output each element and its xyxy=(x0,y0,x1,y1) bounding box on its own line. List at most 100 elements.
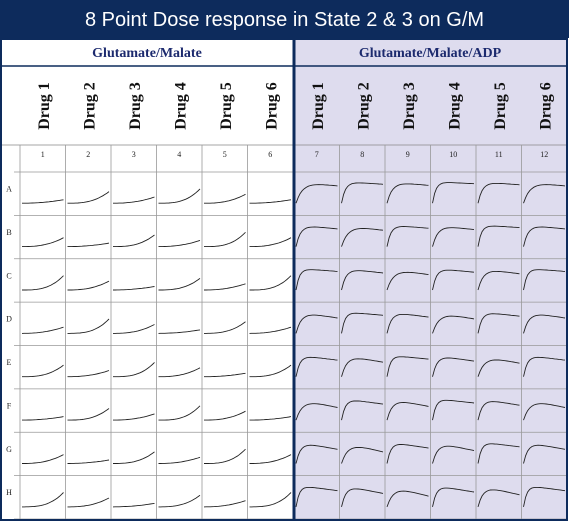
column-number: 10 xyxy=(449,150,457,159)
trace xyxy=(432,399,475,421)
trace xyxy=(113,196,155,204)
drug-label: Drug 6 xyxy=(263,82,280,130)
section-label: Glutamate/Malate/ADP xyxy=(359,46,502,61)
section-label: Glutamate/Malate xyxy=(92,46,202,61)
trace xyxy=(113,234,155,248)
trace xyxy=(22,199,64,204)
trace xyxy=(22,416,64,421)
trace xyxy=(386,490,429,508)
trace xyxy=(523,314,566,334)
trace xyxy=(249,199,292,204)
column-number: 1 xyxy=(41,150,45,159)
trace xyxy=(386,313,429,334)
column-number: 2 xyxy=(86,150,90,159)
drug-label: Drug 5 xyxy=(218,82,235,130)
trace xyxy=(22,275,64,291)
trace xyxy=(341,358,384,377)
trace xyxy=(341,400,384,421)
column-number: 9 xyxy=(406,150,410,159)
trace xyxy=(158,239,201,248)
trace xyxy=(112,502,155,508)
trace xyxy=(477,443,520,464)
frame xyxy=(0,38,568,521)
trace xyxy=(158,329,201,334)
trace xyxy=(158,367,201,378)
drug-label: Drug 4 xyxy=(446,82,463,130)
trace xyxy=(386,356,429,377)
row-letter: E xyxy=(7,358,12,367)
trace xyxy=(249,492,292,508)
trace xyxy=(67,408,110,421)
drug-label: Drug 2 xyxy=(81,82,98,130)
drug-label: Drug 4 xyxy=(172,82,189,130)
column-number: 8 xyxy=(360,150,364,159)
row-letter: B xyxy=(6,228,11,237)
trace xyxy=(432,182,475,204)
trace xyxy=(113,362,155,378)
trace xyxy=(295,184,338,204)
trace xyxy=(204,283,246,291)
drug-label: Drug 3 xyxy=(401,82,418,130)
trace xyxy=(432,227,475,247)
column-number: 6 xyxy=(268,150,272,159)
row-letter: D xyxy=(6,315,12,324)
trace xyxy=(523,356,566,377)
column-number: 3 xyxy=(132,150,136,159)
trace xyxy=(477,489,520,508)
drug-label: Drug 1 xyxy=(36,82,53,130)
trace xyxy=(158,278,201,291)
trace xyxy=(341,312,384,334)
trace xyxy=(67,497,110,508)
drug-label: Drug 3 xyxy=(127,82,144,130)
drug-label: Drug 6 xyxy=(537,82,554,130)
column-number: 4 xyxy=(177,150,181,159)
row-letter: C xyxy=(6,271,11,280)
trace xyxy=(341,270,384,291)
trace xyxy=(204,231,246,248)
trace xyxy=(386,444,429,464)
trace xyxy=(249,416,292,421)
trace xyxy=(341,228,384,247)
trace xyxy=(67,459,110,464)
trace xyxy=(477,359,520,377)
trace xyxy=(477,270,520,291)
drug-label: Drug 5 xyxy=(492,82,509,130)
trace xyxy=(21,326,64,334)
title: 8 Point Dose response in State 2 & 3 on … xyxy=(85,9,484,31)
trace xyxy=(432,357,475,377)
trace xyxy=(204,372,246,378)
grid: Glutamate/Malate Drug 1 Drug 2 Drug 3 Drug 4… xyxy=(1,46,568,520)
trace xyxy=(432,269,475,291)
row-letter: G xyxy=(6,445,12,454)
trace xyxy=(113,286,155,291)
trace xyxy=(67,370,110,378)
trace xyxy=(523,269,566,291)
trace xyxy=(249,326,292,334)
trace xyxy=(386,271,429,291)
drug-label: Drug 1 xyxy=(310,82,327,130)
trace xyxy=(341,488,384,508)
trace xyxy=(523,486,566,507)
row-letter: F xyxy=(7,401,12,410)
trace xyxy=(477,182,520,204)
trace xyxy=(204,448,246,464)
column-number: 7 xyxy=(315,150,319,159)
trace xyxy=(295,444,338,464)
trace xyxy=(158,405,201,421)
trace xyxy=(341,446,384,464)
trace xyxy=(477,401,520,421)
row-letter: A xyxy=(6,185,12,194)
trace xyxy=(22,364,64,378)
trace xyxy=(158,188,201,204)
trace xyxy=(204,193,246,204)
trace xyxy=(67,318,110,334)
trace xyxy=(158,494,201,508)
trace xyxy=(67,280,110,291)
trace xyxy=(341,182,384,204)
trace xyxy=(204,321,246,334)
trace xyxy=(295,314,338,334)
trace xyxy=(295,486,338,507)
drug-label: Drug 2 xyxy=(355,82,372,130)
